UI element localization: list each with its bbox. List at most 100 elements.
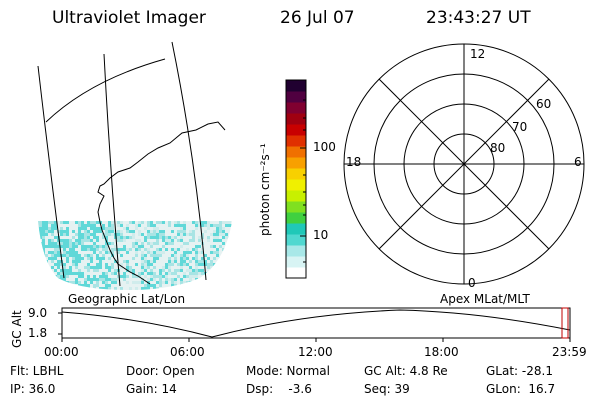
aurora-pixel — [87, 230, 90, 233]
aurora-pixel — [201, 281, 204, 284]
aurora-pixel — [96, 227, 99, 230]
aurora-pixel — [141, 251, 144, 254]
aurora-pixel — [108, 287, 111, 290]
aurora-pixel — [216, 275, 219, 278]
aurora-pixel — [93, 287, 96, 290]
aurora-pixel — [129, 221, 132, 224]
aurora-pixel — [39, 221, 42, 224]
aurora-pixel — [159, 236, 162, 239]
aurora-pixel — [63, 239, 66, 242]
aurora-pixel — [66, 254, 69, 257]
aurora-pixel — [216, 284, 219, 287]
aurora-pixel — [45, 227, 48, 230]
aurora-pixel — [93, 221, 96, 224]
aurora-pixel — [126, 260, 129, 263]
instrument-title: Ultraviolet Imager — [52, 8, 206, 28]
aurora-pixel — [48, 251, 51, 254]
aurora-pixel — [81, 233, 84, 236]
aurora-pixel — [216, 254, 219, 257]
aurora-pixel — [66, 242, 69, 245]
aurora-pixel — [213, 245, 216, 248]
aurora-pixel — [231, 233, 232, 236]
aurora-pixel — [195, 224, 198, 227]
aurora-pixel — [186, 233, 189, 236]
aurora-pixel — [114, 272, 117, 275]
aurora-pixel — [87, 254, 90, 257]
aurora-pixel — [123, 275, 126, 278]
colorbar-cell — [286, 201, 306, 213]
colorbar-tick-label: 10 — [313, 228, 329, 242]
aurora-pixel — [201, 290, 204, 293]
aurora-pixel — [144, 239, 147, 242]
aurora-pixel — [54, 287, 57, 290]
aurora-pixel — [219, 221, 222, 224]
aurora-pixel — [222, 290, 225, 293]
aurora-pixel — [51, 239, 54, 242]
aurora-pixel — [81, 272, 84, 275]
aurora-pixel — [54, 263, 57, 266]
aurora-pixel — [120, 233, 123, 236]
aurora-pixel — [168, 260, 171, 263]
aurora-pixel — [231, 251, 232, 254]
aurora-pixel — [96, 266, 99, 269]
aurora-pixel — [210, 275, 213, 278]
aurora-pixel — [69, 245, 72, 248]
aurora-pixel — [204, 254, 207, 257]
aurora-pixel — [117, 275, 120, 278]
aurora-pixel — [177, 263, 180, 266]
aurora-pixel — [111, 224, 114, 227]
aurora-pixel — [57, 284, 60, 287]
aurora-pixel — [156, 275, 159, 278]
aurora-pixel — [81, 221, 84, 224]
mlt-label-0: 0 — [468, 276, 476, 290]
aurora-pixel — [45, 221, 48, 224]
aurora-pixel — [66, 239, 69, 242]
aurora-pixel — [156, 281, 159, 284]
aurora-pixel — [174, 272, 177, 275]
aurora-pixel — [81, 284, 84, 287]
aurora-pixel — [183, 275, 186, 278]
aurora-pixel — [219, 272, 222, 275]
aurora-pixel — [231, 242, 232, 245]
aurora-pixel — [225, 224, 228, 227]
aurora-pixel — [135, 287, 138, 290]
aurora-pixel — [198, 287, 201, 290]
aurora-pixel — [66, 221, 69, 224]
aurora-pixel — [195, 221, 198, 224]
aurora-pixel — [39, 236, 42, 239]
gain-info: Gain: 14 — [126, 382, 177, 396]
aurora-pixel — [51, 266, 54, 269]
aurora-pixel — [204, 224, 207, 227]
aurora-pixel — [201, 221, 204, 224]
aurora-pixel — [99, 260, 102, 263]
aurora-pixel — [141, 263, 144, 266]
aurora-pixel — [210, 245, 213, 248]
aurora-pixel — [111, 281, 114, 284]
aurora-pixel — [183, 260, 186, 263]
aurora-pixel — [159, 248, 162, 251]
aurora-pixel — [51, 230, 54, 233]
aurora-pixel — [150, 236, 153, 239]
aurora-pixel — [213, 263, 216, 266]
aurora-pixel — [147, 266, 150, 269]
aurora-pixel — [183, 221, 186, 224]
aurora-pixel — [84, 248, 87, 251]
aurora-pixel — [66, 227, 69, 230]
aurora-pixel — [231, 278, 232, 281]
aurora-pixel — [117, 224, 120, 227]
aurora-pixel — [135, 242, 138, 245]
aurora-pixel — [38, 272, 39, 275]
aurora-pixel — [144, 284, 147, 287]
altitude-plot — [58, 307, 571, 342]
aurora-pixel — [84, 224, 87, 227]
aurora-pixel — [42, 263, 45, 266]
aurora-pixel — [81, 275, 84, 278]
aurora-pixel — [156, 227, 159, 230]
aurora-pixel — [54, 242, 57, 245]
aurora-pixel — [105, 272, 108, 275]
aurora-pixel — [153, 275, 156, 278]
aurora-pixel — [189, 251, 192, 254]
aurora-pixel — [54, 254, 57, 257]
aurora-pixel — [78, 257, 81, 260]
aurora-pixel — [108, 221, 111, 224]
